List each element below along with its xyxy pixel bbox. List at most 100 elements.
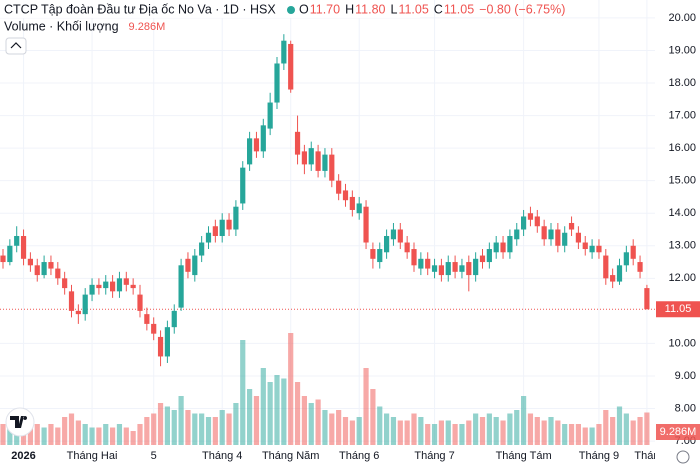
ohlc-label: C (434, 2, 443, 16)
market-status[interactable] (287, 6, 295, 14)
volume-bar (630, 420, 636, 445)
volume-bar (110, 427, 116, 445)
y-tick-label: 18.00 (668, 77, 696, 89)
volume-bar (68, 413, 75, 445)
candle-body (68, 291, 75, 311)
volume-bar (123, 427, 129, 445)
candle-body (137, 294, 143, 311)
x-tick-label: Tháng Năm (262, 450, 319, 462)
volume-bar (411, 413, 417, 445)
volume-bar (336, 410, 342, 445)
candle-body (521, 216, 527, 230)
candle-body (205, 232, 212, 243)
last-price-label: 11.05 (665, 303, 692, 315)
volume-bar (562, 424, 568, 445)
collapse-button[interactable] (5, 37, 27, 55)
volume-bar (281, 378, 287, 445)
ohlc-label: O (299, 2, 309, 16)
x-axis: 2026 Tháng Hai 5 Tháng 4 Tháng Năm Tháng 6 Thá… (11, 450, 659, 462)
volume-bar (349, 420, 355, 445)
price-change: −0.80 (−6.75%) (479, 2, 565, 16)
candle-body (0, 255, 6, 263)
x-tick-label: Tháng 7 (414, 450, 454, 462)
volume-bar (555, 420, 561, 445)
candle-body (267, 102, 273, 129)
settings-button[interactable] (676, 450, 690, 464)
volume-bar (82, 424, 88, 445)
symbol-title[interactable]: CTCP Tập đoàn Đầu tư Địa ốc No Va · 1D ·… (4, 2, 276, 16)
candle-body (157, 336, 164, 357)
x-tick-label: Tháng Hai (67, 450, 118, 462)
candle-body (164, 327, 170, 357)
volume-bar (390, 417, 397, 445)
candle-body (425, 258, 431, 269)
volume-bar (507, 413, 513, 445)
volume-bar (582, 427, 588, 445)
volume-bar (75, 420, 81, 445)
candle-body (644, 288, 650, 310)
volume-bar (34, 424, 40, 445)
volume-box (656, 424, 700, 440)
volume-bar (199, 413, 205, 445)
volume-bar (233, 403, 239, 445)
x-tick-label: Tháng 9 (579, 450, 619, 462)
volume-bar (48, 424, 54, 445)
candle-body (356, 203, 362, 214)
settings-icon (676, 450, 690, 464)
header-bg (0, 0, 420, 18)
volume-bar (603, 410, 609, 445)
candle-body (14, 236, 20, 246)
volume-bar (404, 420, 410, 445)
candle-body (342, 190, 349, 201)
candle-body (116, 278, 123, 292)
volume-pane (0, 333, 650, 445)
x-tick-label: Tháng 4 (202, 450, 242, 462)
volume-bar (418, 417, 424, 445)
volume-bar (103, 424, 109, 445)
volume-bar (274, 375, 280, 445)
volume-bar (253, 396, 260, 445)
y-tick-label: 13.00 (668, 240, 696, 252)
volume-bar (548, 417, 554, 445)
candle-body (575, 232, 581, 243)
volume-bar (473, 413, 479, 445)
candle-body (568, 222, 575, 230)
volume-bar (589, 427, 595, 445)
volume-bar (493, 417, 499, 445)
candle-body (596, 245, 602, 253)
ohlc-value: 11.70 (310, 2, 340, 16)
tv-logo[interactable] (5, 407, 35, 437)
volume-bar (89, 427, 95, 445)
x-tick-label: Thán (634, 450, 659, 462)
candle-body (110, 281, 116, 292)
volume-bar (616, 406, 623, 445)
volume-bar (267, 382, 273, 445)
candle-body (123, 278, 129, 285)
volume-bar (301, 396, 307, 445)
volume-bar (260, 368, 266, 445)
header: CTCP Tập đoàn Đầu tư Địa ốc No Va · 1D ·… (0, 0, 565, 55)
volume-bar (514, 410, 520, 445)
volume-bar (55, 427, 61, 445)
y-tick-label: 16.00 (668, 142, 696, 154)
candle-body (329, 154, 335, 181)
volume-bar (610, 417, 616, 445)
volume-bar (431, 424, 438, 445)
candle-body (616, 265, 623, 282)
candle-body (75, 310, 81, 315)
candles (0, 34, 650, 367)
x-tick-label: Tháng Tám (496, 450, 552, 462)
volume-bar (623, 413, 629, 445)
candle-body (349, 196, 355, 210)
collapse-icon (10, 42, 22, 49)
volume-bar (226, 413, 232, 445)
volume-bar (575, 424, 581, 445)
candle-body (294, 131, 301, 155)
candle-body (363, 206, 369, 243)
candle-body (301, 151, 307, 165)
candle-body (582, 242, 588, 250)
candle-body (55, 268, 61, 279)
x-tick-label: 2026 (11, 450, 35, 462)
volume-bar (452, 424, 458, 445)
volume-bar (397, 420, 403, 445)
